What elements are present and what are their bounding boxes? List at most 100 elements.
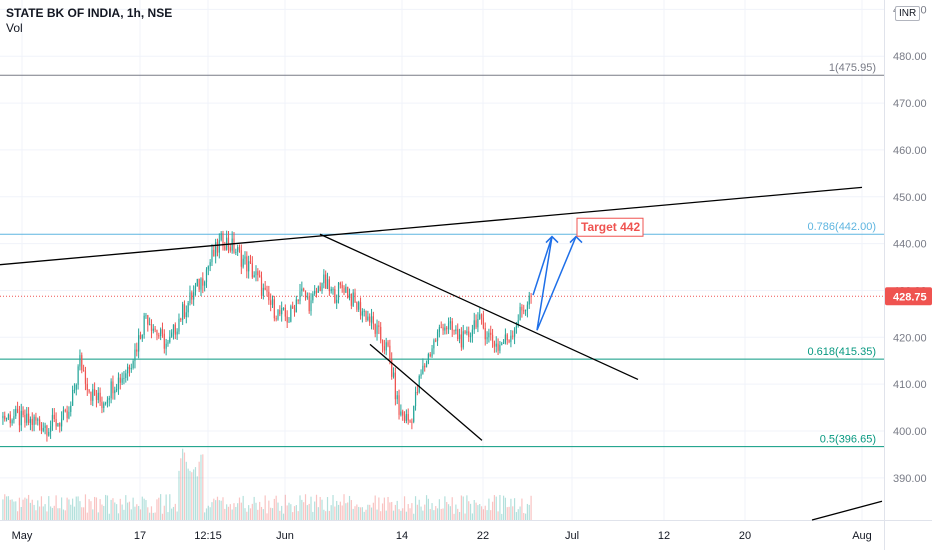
volume-bar (380, 511, 382, 520)
candle-body (205, 269, 208, 283)
volume-bar (31, 499, 33, 520)
candle-body (64, 410, 66, 412)
volume-bar (9, 499, 11, 520)
volume-bar (176, 511, 178, 520)
volume-bar (53, 505, 55, 520)
candle-body (528, 295, 530, 305)
volume-bar (317, 507, 319, 520)
candle-body (336, 299, 338, 303)
candle-body (411, 421, 413, 423)
volume-bar (334, 506, 336, 520)
volume-bar (11, 499, 13, 520)
candle-body (44, 425, 46, 428)
candle-body (26, 413, 28, 423)
volume-bar (429, 508, 431, 520)
volume-bar (224, 508, 226, 520)
candle-body (380, 326, 382, 341)
candle-body (251, 263, 253, 278)
candle-body (381, 340, 384, 347)
volume-bar (292, 512, 294, 520)
volume-bar (506, 507, 508, 520)
candle-body (427, 354, 429, 364)
volume-bar (84, 494, 87, 520)
volume-bar (268, 500, 270, 520)
volume-bar (281, 505, 283, 520)
candle-body (127, 366, 129, 374)
candle-body (158, 335, 160, 337)
candle-body (356, 302, 358, 310)
candle-body (248, 261, 250, 272)
candle-body (229, 247, 231, 251)
volume-bar (191, 472, 193, 520)
volume-bar (295, 505, 297, 520)
candle-body (321, 283, 323, 291)
volume-bar (35, 510, 37, 520)
volume-bar (18, 497, 21, 520)
volume-bar (160, 494, 162, 520)
candle-body (180, 318, 182, 320)
candle-body (253, 275, 255, 278)
candle-body (460, 334, 462, 348)
volume-bar (202, 454, 204, 520)
candle-body (414, 391, 417, 407)
candle-body (132, 361, 134, 368)
volume-bar (409, 508, 411, 520)
volume-bar (242, 495, 244, 520)
volume-bar (130, 509, 132, 520)
volume-bar (381, 503, 384, 520)
volume-bar (312, 511, 314, 520)
plot-background (0, 0, 884, 520)
candle-body (431, 348, 433, 357)
candle-body (389, 345, 391, 360)
candle-body (143, 315, 145, 335)
volume-bar (453, 513, 455, 520)
candle-body (116, 388, 118, 391)
candle-body (114, 390, 116, 394)
volume-bar (279, 510, 281, 520)
candle-body (231, 238, 233, 251)
volume-bar (469, 503, 472, 520)
candle-body (123, 377, 125, 379)
volume-bar (22, 499, 24, 520)
x-tick-label: 14 (396, 530, 408, 542)
volume-bar (341, 505, 343, 520)
volume-bar (257, 509, 259, 520)
candle-body (479, 314, 481, 320)
y-tick-label: 420.00 (893, 332, 927, 344)
candle-body (196, 278, 198, 287)
volume-bar (370, 507, 373, 520)
candle-body (18, 412, 21, 426)
volume-bar (369, 504, 371, 520)
volume-bar (306, 505, 308, 520)
candle-body (174, 324, 176, 335)
volume-bar (141, 496, 143, 520)
volume-bar (194, 467, 197, 520)
volume-bar (33, 504, 35, 520)
candle-body (325, 274, 327, 289)
volume-bar (385, 510, 387, 520)
volume-bar (526, 503, 529, 520)
volume-bar (235, 506, 237, 520)
candle-body (314, 291, 316, 294)
volume-bar (403, 496, 406, 520)
volume-bar (121, 504, 123, 520)
candle-body (433, 340, 435, 349)
volume-bar (108, 513, 110, 520)
candle-body (204, 282, 206, 286)
candle-body (284, 307, 286, 317)
volume-bar (193, 469, 195, 520)
volume-bar (303, 502, 305, 520)
candle-body (488, 332, 490, 338)
candle-body (418, 376, 420, 393)
currency-badge[interactable]: INR (895, 6, 921, 21)
volume-bar (128, 501, 131, 520)
volume-bar (402, 508, 404, 520)
volume-bar (103, 505, 105, 520)
volume-bar (165, 494, 167, 520)
candle-body (398, 395, 400, 415)
candle-body (213, 249, 215, 257)
volume-bar (205, 508, 208, 520)
candle-body (403, 415, 406, 421)
